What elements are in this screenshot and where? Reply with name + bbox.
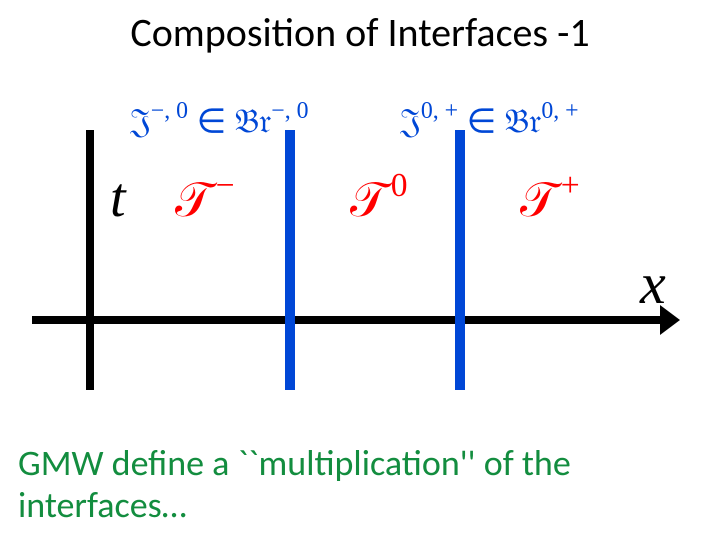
formula-0: 𝔍−, 0 ∈ 𝔅𝔯−, 0 bbox=[130, 100, 309, 141]
footer-caption: GMW define a ``multiplication'' of the i… bbox=[18, 443, 698, 526]
region-superscript: 0 bbox=[391, 167, 408, 204]
title-text: Composition of Interfaces -1 bbox=[130, 8, 589, 57]
calligraphic-t-icon: 𝒯 bbox=[520, 174, 557, 227]
region-label-2: 𝒯+ bbox=[520, 170, 580, 229]
superscript: 0, + bbox=[421, 98, 458, 124]
frak-br-icon: 𝔅𝔯 bbox=[235, 105, 272, 141]
superscript: −, 0 bbox=[271, 98, 308, 124]
t-axis-label: t bbox=[110, 166, 126, 230]
element-of: ∈ bbox=[458, 103, 505, 140]
x-label-text: x bbox=[640, 251, 666, 316]
x-axis-label: x bbox=[640, 250, 666, 317]
footer-text: GMW define a ``multiplication'' of the i… bbox=[18, 441, 571, 526]
element-of: ∈ bbox=[188, 103, 235, 140]
region-label-0: 𝒯− bbox=[175, 170, 235, 229]
frak-br-icon: 𝔅𝔯 bbox=[505, 105, 542, 141]
calligraphic-t-icon: 𝒯 bbox=[350, 174, 387, 227]
t-label-text: t bbox=[110, 167, 126, 229]
slide-title: Composition of Interfaces -1 bbox=[0, 8, 720, 57]
interfaces-group bbox=[290, 130, 460, 390]
superscript: −, 0 bbox=[151, 98, 188, 124]
interfaces-diagram: 𝔍−, 0 ∈ 𝔅𝔯−, 0𝔍0, + ∈ 𝔅𝔯0, + t x 𝒯−𝒯0𝒯+ bbox=[0, 70, 720, 430]
frak-j-icon: 𝔍 bbox=[130, 105, 151, 141]
region-label-1: 𝒯0 bbox=[350, 170, 408, 229]
frak-j-icon: 𝔍 bbox=[400, 105, 421, 141]
region-superscript: − bbox=[216, 167, 235, 204]
region-superscript: + bbox=[561, 167, 580, 204]
superscript: 0, + bbox=[541, 98, 578, 124]
formula-1: 𝔍0, + ∈ 𝔅𝔯0, + bbox=[400, 100, 579, 141]
calligraphic-t-icon: 𝒯 bbox=[175, 174, 212, 227]
diagram-svg bbox=[0, 70, 720, 430]
axes-group bbox=[32, 130, 680, 390]
